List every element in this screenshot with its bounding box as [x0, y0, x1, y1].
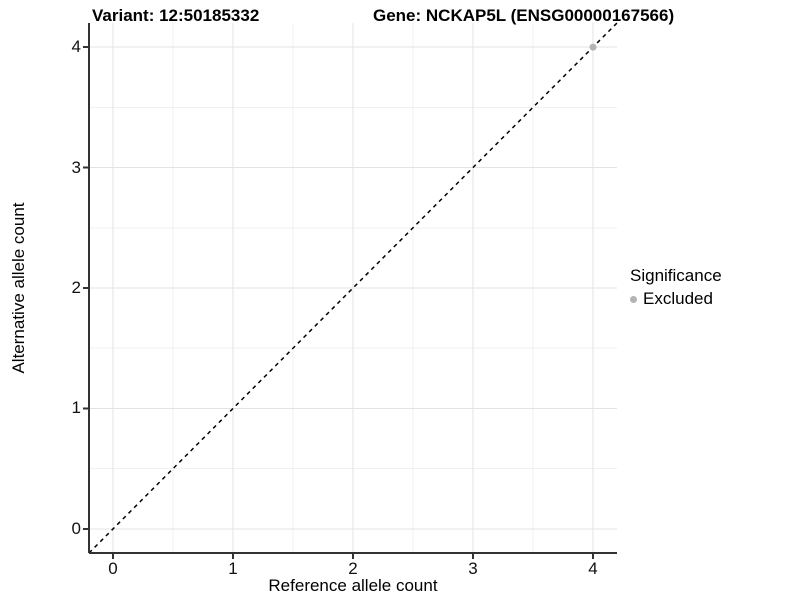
- x-tick-label: 0: [108, 559, 118, 578]
- y-tick-label: 1: [71, 398, 81, 418]
- y-tick-label: 0: [71, 518, 81, 538]
- x-tick-label: 3: [468, 559, 478, 578]
- legend-items: Excluded: [630, 289, 722, 309]
- plot-title-variant: Variant: 12:50185332: [92, 6, 260, 25]
- y-axis-title: Alternative allele count: [9, 202, 28, 374]
- y-tick-label: 4: [71, 37, 81, 57]
- data-point: [589, 43, 597, 51]
- x-axis-title: Reference allele count: [268, 576, 438, 595]
- legend: Significance Excluded: [630, 266, 722, 309]
- legend-title: Significance: [630, 266, 722, 285]
- legend-item-label: Excluded: [643, 289, 713, 308]
- x-tick-label: 1: [228, 559, 238, 578]
- x-tick-label: 4: [588, 559, 598, 578]
- plot-title-gene: Gene: NCKAP5L (ENSG00000167566): [373, 6, 675, 25]
- y-tick-label: 3: [71, 157, 81, 177]
- legend-point-icon: [630, 295, 637, 303]
- x-tick-label: 2: [348, 559, 358, 578]
- y-tick-label: 2: [71, 278, 81, 297]
- legend-item-excluded: Excluded: [630, 289, 722, 309]
